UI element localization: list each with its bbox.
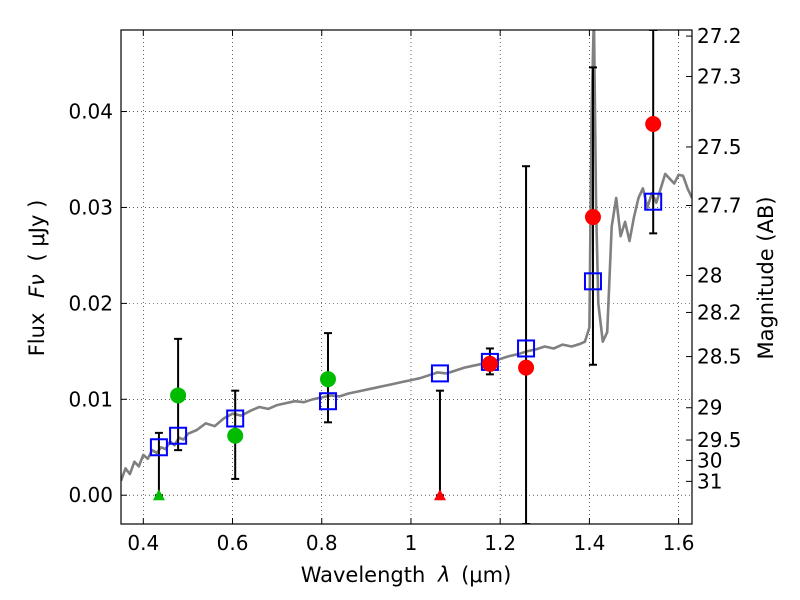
observed-flux-point <box>227 427 244 444</box>
y-axis-label: Flux Fν ( μJy ) <box>25 200 49 357</box>
mag-tick-label: 28 <box>697 263 722 287</box>
observed-flux-point <box>518 359 535 376</box>
observed-flux-point <box>645 116 662 133</box>
y-tick-label: 0.02 <box>68 291 113 315</box>
model-fluxes <box>149 192 663 457</box>
model-sed <box>121 30 692 482</box>
y2-axis-label: Magnitude (AB) <box>754 196 778 359</box>
upper-limit-triangle <box>433 489 446 501</box>
x-tick-label: 0.8 <box>306 531 338 555</box>
plot-frame <box>120 29 693 525</box>
y-tick-label: 0.00 <box>68 483 113 507</box>
x-axis-label: Wavelength λ (μm) <box>301 563 512 587</box>
mag-tick-label: 27.2 <box>697 24 742 48</box>
mag-tick-label: 28.5 <box>697 345 742 369</box>
model-flux-square <box>430 364 449 383</box>
model-flux-square <box>517 339 536 358</box>
y-tick-label: 0.04 <box>68 100 113 124</box>
upper-limit-triangle <box>152 489 165 501</box>
x-tick-label: 0.6 <box>217 531 249 555</box>
x-tick-label: 1.2 <box>484 531 516 555</box>
model-flux-square <box>583 272 602 291</box>
model-flux-square <box>644 192 663 211</box>
x-tick-label: 1.6 <box>663 531 695 555</box>
mag-tick-label: 28.2 <box>697 300 742 324</box>
observed-fluxes <box>152 116 662 501</box>
observed-flux-point <box>170 387 187 404</box>
error-bars <box>154 30 658 524</box>
ticks: 0.4 0.6 0.8 1 1.2 1.4 1.6 0.00 0.01 0.02 0.03 0.04 2… <box>68 24 741 555</box>
mag-tick-label: 27.7 <box>697 194 742 218</box>
y-tick-label: 0.03 <box>68 195 113 219</box>
observed-flux-point <box>319 371 336 388</box>
model-flux-square <box>318 392 337 411</box>
mag-tick-label: 30 <box>697 448 722 472</box>
model-flux-square <box>169 426 188 445</box>
y-tick-label: 0.01 <box>68 387 113 411</box>
mag-tick-label: 27.5 <box>697 135 742 159</box>
mag-tick-label: 31 <box>697 469 722 493</box>
model-flux-square <box>149 438 168 457</box>
observed-flux-point <box>481 355 498 372</box>
x-tick-label: 1 <box>405 531 418 555</box>
grid <box>121 30 692 524</box>
x-tick-label: 0.4 <box>127 531 159 555</box>
x-tick-label: 1.4 <box>573 531 605 555</box>
mag-tick-label: 29.5 <box>697 428 742 452</box>
mag-tick-label: 29 <box>697 396 722 420</box>
observed-flux-point <box>584 209 601 226</box>
mag-tick-label: 27.3 <box>697 64 742 88</box>
sed-model-line <box>121 30 692 482</box>
model-flux-square <box>226 409 245 428</box>
